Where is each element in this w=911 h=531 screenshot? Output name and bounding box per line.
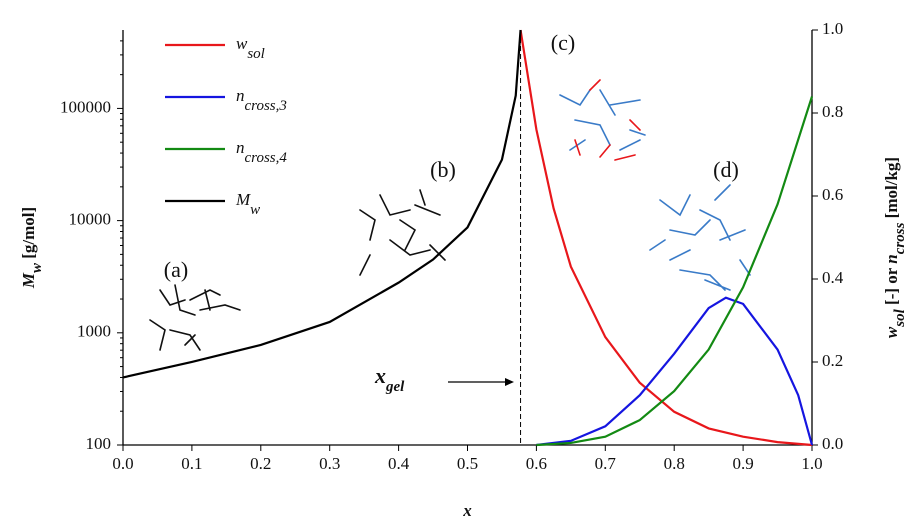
legend-name: n (236, 138, 245, 157)
legend-sub: cross,3 (245, 98, 287, 114)
y2-label-part: [-] or (882, 264, 901, 309)
annotation: (c) (551, 30, 575, 55)
x-tick-label: 1.0 (801, 454, 822, 473)
y2-label-part: n (882, 254, 901, 263)
legend-sub: w (250, 202, 260, 218)
legend-sub: cross,4 (245, 150, 288, 166)
gel-arrowhead (505, 378, 514, 386)
y2-label-sub: sol (892, 308, 908, 327)
annotations: (a) (b) (c) (d) xgel (164, 30, 739, 395)
gel-label-main: x (374, 363, 386, 388)
legend-name: M (235, 190, 251, 209)
y2-tick-label: 0.4 (822, 268, 844, 287)
y-label-main: M (19, 272, 38, 289)
series-line (536, 96, 814, 447)
series-line (536, 296, 814, 447)
x-tick-label: 0.7 (595, 454, 617, 473)
x-tick-label: 0.0 (112, 454, 133, 473)
y2-axis-label: wsol [-] or ncross [mol/kg] (882, 157, 909, 338)
series-line (519, 29, 813, 447)
x-tick-label: 0.8 (664, 454, 685, 473)
y2-tick-label: 0.0 (822, 434, 843, 453)
annotation: (d) (713, 157, 739, 182)
y2-tick-label: 0.6 (822, 185, 843, 204)
y-axis-label: Mw [g/mol] (19, 207, 46, 289)
cluster-drawings (149, 79, 751, 351)
y-tick-label: 100 (86, 434, 112, 453)
x-tick-label: 0.1 (181, 454, 202, 473)
y2-label-sub: cross (892, 222, 908, 254)
x-tick-label: 0.3 (319, 454, 340, 473)
legend-sub: sol (247, 46, 265, 62)
legend-name: w (236, 34, 248, 53)
y2-label-part: w (882, 326, 901, 338)
legend-label: ncross,3 (236, 86, 287, 115)
y2-tick-label: 0.2 (822, 351, 843, 370)
y2-tick-label: 1.0 (822, 19, 843, 38)
x-tick-label: 0.5 (457, 454, 478, 473)
y-tick-label: 100000 (60, 97, 111, 116)
annotation: (b) (430, 157, 456, 182)
series-line (122, 29, 522, 379)
y-tick-label: 1000 (77, 322, 111, 341)
y2-tick-label: 0.8 (822, 102, 843, 121)
y-label-sub: w (29, 262, 45, 273)
gel-label: xgel (374, 363, 405, 395)
x-tick-label: 0.6 (526, 454, 547, 473)
legend-name: n (236, 86, 245, 105)
y2-label-part: [mol/kg] (882, 157, 901, 223)
y-label-rest: [g/mol] (19, 207, 38, 263)
y-tick-label: 10000 (69, 210, 112, 229)
x-tick-label: 0.9 (732, 454, 753, 473)
annotation: (a) (164, 257, 188, 282)
x-tick-label: 0.4 (388, 454, 410, 473)
legend-label: wsol (236, 34, 265, 63)
gel-label-sub: gel (385, 379, 405, 395)
x-axis-label: x (462, 501, 472, 520)
x-tick-label: 0.2 (250, 454, 271, 473)
legend-label: Mw (235, 190, 260, 219)
legend-label: ncross,4 (236, 138, 287, 167)
